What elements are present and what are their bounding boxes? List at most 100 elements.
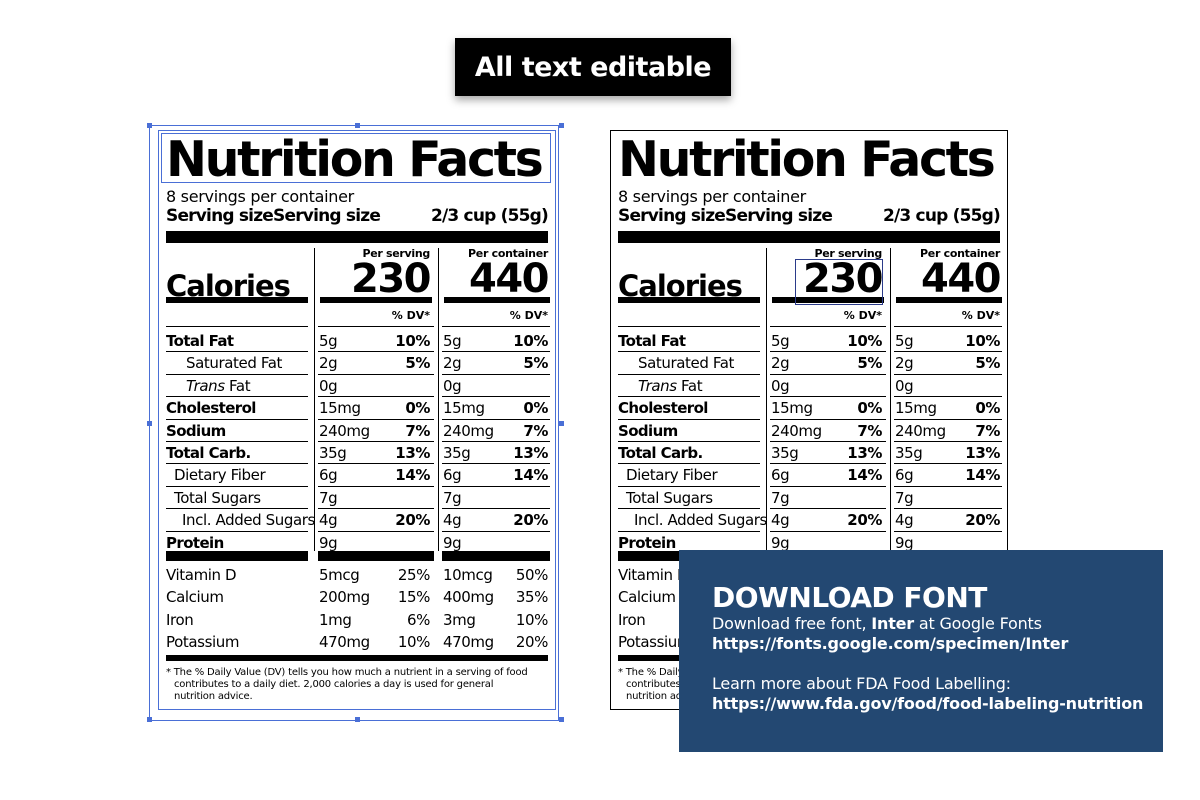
vitamin-name[interactable]: Potassium xyxy=(166,633,240,652)
serving-size-value[interactable]: 2/3 cup (55g) xyxy=(430,206,549,226)
nutrient-name[interactable]: Trans Fat xyxy=(186,376,251,395)
serving-amount[interactable]: 470mg xyxy=(319,633,370,652)
resize-handle[interactable] xyxy=(355,123,360,128)
vitamin-name[interactable]: Vitamin D xyxy=(166,566,237,584)
resize-handle[interactable] xyxy=(147,421,152,426)
vitamin-row: Vitamin D 5mcg 25% 10mcg 50% xyxy=(166,563,548,585)
resize-handle[interactable] xyxy=(147,123,152,128)
serving-amount[interactable]: 200mg xyxy=(319,588,370,607)
container-dv[interactable]: 7% xyxy=(523,421,548,440)
dv-header-serving[interactable]: % DV* xyxy=(391,309,430,322)
container-dv[interactable]: 0% xyxy=(523,399,548,418)
serving-dv[interactable]: 5% xyxy=(405,354,430,373)
per-serving-header[interactable]: Per serving xyxy=(362,247,430,260)
container-amount[interactable]: 15mg xyxy=(443,399,485,418)
serving-amount[interactable]: 35g xyxy=(319,444,347,462)
per-container-header[interactable]: Per container xyxy=(468,247,548,260)
resize-handle[interactable] xyxy=(147,717,152,722)
container-dv[interactable]: 20% xyxy=(515,633,549,652)
serving-amount[interactable]: 5mcg xyxy=(319,566,360,584)
fda-link[interactable]: https://www.fda.gov/food/food-labeling-n… xyxy=(712,694,1144,713)
container-dv[interactable]: 10% xyxy=(515,610,549,629)
container-dv[interactable]: 20% xyxy=(513,511,548,530)
nutrient-name[interactable]: Cholesterol xyxy=(166,399,256,418)
container-amount[interactable]: 3mg xyxy=(443,610,476,629)
serving-amount[interactable]: 1mg xyxy=(319,610,352,629)
container-amount[interactable]: 5g xyxy=(443,332,462,350)
serving-dv[interactable]: 10% xyxy=(395,332,430,350)
container-amount[interactable]: 35g xyxy=(443,444,471,462)
serving-dv: 0% xyxy=(857,399,882,418)
calories-per-container[interactable]: 440 xyxy=(469,256,550,302)
label-title[interactable]: Nutrition Facts xyxy=(166,131,544,188)
serving-size-label[interactable]: Serving sizeServing size xyxy=(166,206,381,226)
nutrient-name[interactable]: Dietary Fiber xyxy=(174,466,266,485)
container-amount[interactable]: 470mg xyxy=(443,633,494,652)
container-amount[interactable]: 400mg xyxy=(443,588,494,607)
serving-amount[interactable]: 7g xyxy=(319,488,338,507)
serving-amount[interactable]: 9g xyxy=(319,533,338,552)
container-amount[interactable]: 4g xyxy=(443,511,462,530)
container-dv[interactable]: 13% xyxy=(513,444,548,462)
footnote[interactable]: * The % Daily Value (DV) tells you how m… xyxy=(166,667,546,703)
serving-amount: 5g xyxy=(771,332,790,350)
serving-dv[interactable]: 0% xyxy=(405,399,430,418)
nutrient-name[interactable]: Saturated Fat xyxy=(186,354,282,373)
serving-amount[interactable]: 15mg xyxy=(319,399,361,418)
serving-amount[interactable]: 0g xyxy=(319,376,338,395)
thick-rule xyxy=(442,551,550,561)
row-rule xyxy=(166,485,308,487)
row-rule xyxy=(442,373,550,375)
serving-amount[interactable]: 5g xyxy=(319,332,338,350)
serving-amount[interactable]: 6g xyxy=(319,466,338,485)
serving-dv[interactable]: 6% xyxy=(407,610,430,629)
container-dv[interactable]: 50% xyxy=(515,566,549,584)
resize-handle[interactable] xyxy=(559,123,564,128)
nutrition-label-editable[interactable]: Nutrition Facts 8 servings per container S… xyxy=(147,123,564,722)
nutrient-name[interactable]: Total Fat xyxy=(166,332,234,350)
vitamin-name[interactable]: Iron xyxy=(166,610,194,629)
nutrient-name[interactable]: Protein xyxy=(166,533,224,552)
container-amount[interactable]: 2g xyxy=(443,354,462,373)
serving-dv[interactable]: 7% xyxy=(405,421,430,440)
nutrient-name[interactable]: Total Carb. xyxy=(166,444,251,462)
serving-dv[interactable]: 10% xyxy=(397,633,431,652)
resize-handle[interactable] xyxy=(355,717,360,722)
serving-amount: 7g xyxy=(771,488,790,507)
nutrient-name[interactable]: Total Sugars xyxy=(174,488,261,507)
serving-amount: 6g xyxy=(771,466,790,485)
container-dv[interactable]: 14% xyxy=(513,466,548,485)
container-dv[interactable]: 10% xyxy=(513,332,548,350)
serving-amount[interactable]: 4g xyxy=(319,511,338,530)
dv-header-container[interactable]: % DV* xyxy=(509,309,548,322)
serving-dv[interactable]: 15% xyxy=(397,588,431,607)
resize-handle[interactable] xyxy=(559,421,564,426)
container-amount[interactable]: 240mg xyxy=(443,421,494,440)
serving-amount: 2g xyxy=(771,354,790,373)
google-fonts-link[interactable]: https://fonts.google.com/specimen/Inter xyxy=(712,634,1069,653)
calories-per-serving[interactable]: 230 xyxy=(351,256,432,302)
serving-dv[interactable]: 14% xyxy=(395,466,430,485)
resize-handle[interactable] xyxy=(559,717,564,722)
row-rule xyxy=(618,351,760,353)
container-amount[interactable]: 0g xyxy=(443,376,462,395)
vitamin-name[interactable]: Calcium xyxy=(166,588,224,607)
container-amount[interactable]: 10mcg xyxy=(443,566,493,584)
nutrient-name[interactable]: Incl. Added Sugars xyxy=(182,511,315,530)
nutrient-name[interactable]: Sodium xyxy=(166,421,226,440)
serving-amount[interactable]: 2g xyxy=(319,354,338,373)
container-dv[interactable]: 5% xyxy=(523,354,548,373)
selected-text-frame[interactable] xyxy=(795,259,883,305)
serving-amount[interactable]: 240mg xyxy=(319,421,370,440)
container-dv: 5% xyxy=(975,354,1000,373)
servings-per-container[interactable]: 8 servings per container xyxy=(166,187,354,206)
container-amount[interactable]: 7g xyxy=(443,488,462,507)
vitamin-row: Iron 1mg 6% 3mg 10% xyxy=(166,608,548,630)
container-dv[interactable]: 35% xyxy=(515,588,549,607)
serving-dv[interactable]: 20% xyxy=(395,511,430,530)
serving-dv[interactable]: 25% xyxy=(397,566,431,584)
serving-dv[interactable]: 13% xyxy=(395,444,430,462)
container-amount[interactable]: 6g xyxy=(443,466,462,485)
calories-rule xyxy=(166,297,308,303)
container-amount[interactable]: 9g xyxy=(443,533,462,552)
